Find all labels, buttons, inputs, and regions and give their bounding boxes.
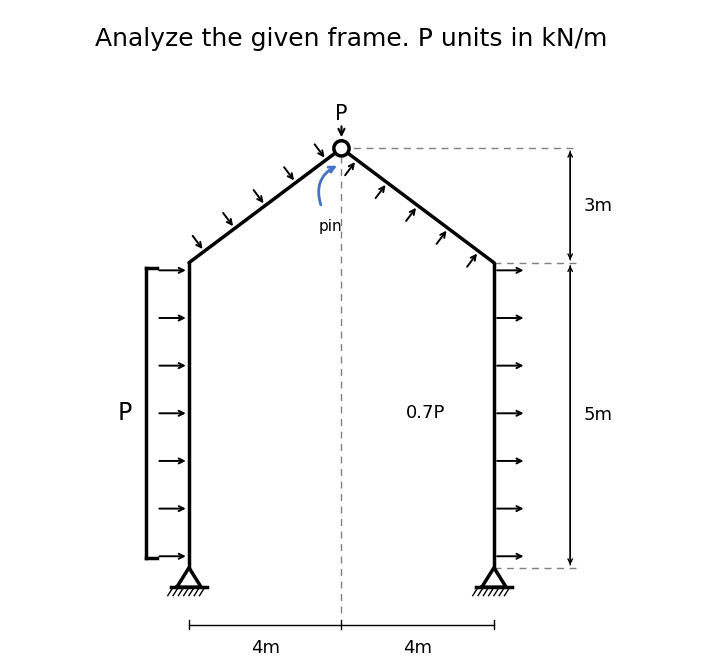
Text: Analyze the given frame. P units in kN/m: Analyze the given frame. P units in kN/m (95, 27, 607, 50)
Text: P: P (336, 103, 347, 123)
Text: 0.7P: 0.7P (406, 404, 445, 422)
Text: P: P (118, 401, 132, 425)
Polygon shape (177, 568, 201, 587)
Polygon shape (482, 568, 506, 587)
Text: 4m: 4m (403, 639, 432, 657)
Text: 3m: 3m (583, 196, 613, 215)
Text: pin: pin (318, 219, 342, 234)
Text: 4m: 4m (251, 639, 279, 657)
Text: 5m: 5m (583, 406, 613, 424)
Circle shape (334, 141, 349, 156)
